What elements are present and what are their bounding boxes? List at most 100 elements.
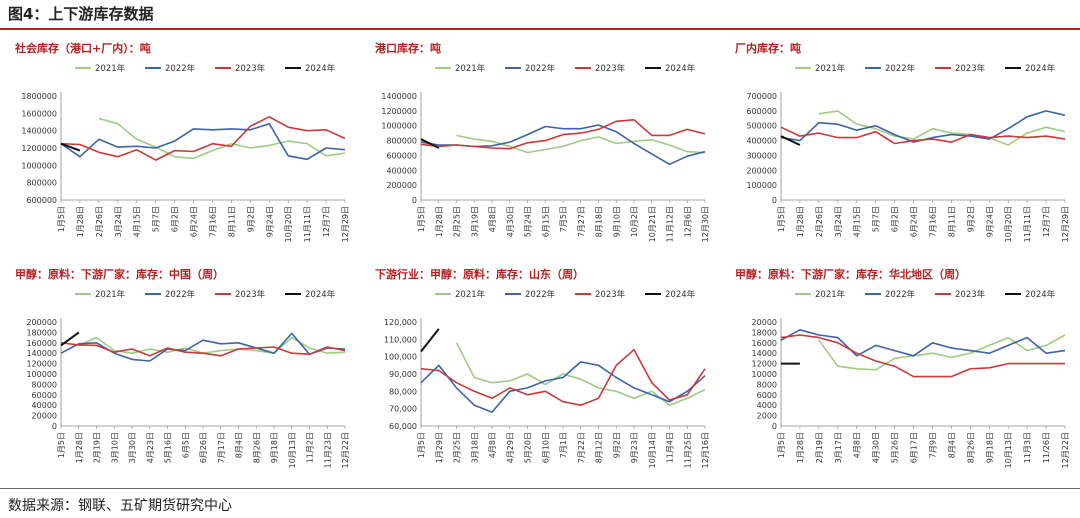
- x-tick-label: 10月2日: [630, 206, 639, 237]
- y-tick-label: 600000: [386, 151, 417, 160]
- y-tick-label: 180000: [26, 328, 57, 337]
- x-tick-label: 11/26日: [1042, 432, 1051, 463]
- y-tick-label: 8000: [757, 380, 777, 389]
- chart-title: 下游行业：甲醇：原料：库存：山东（周）: [375, 268, 584, 281]
- chart-legend: 2021年 2022年 2023年 2024年: [795, 289, 1056, 300]
- x-tick-label: 1月28日: [76, 206, 85, 237]
- series-line: [818, 334, 1066, 371]
- y-tick-label: 0: [52, 422, 57, 431]
- x-tick-label: 1月28日: [796, 206, 805, 237]
- x-tick-label: 2月26日: [815, 206, 824, 237]
- y-tick-label: 110,000: [384, 335, 417, 344]
- y-tick-label: 60000: [32, 391, 57, 400]
- series-line: [780, 334, 1065, 378]
- series-line: [818, 110, 1066, 146]
- x-tick-label: 12月29日: [1061, 206, 1070, 242]
- y-tick-label: 1200000: [21, 144, 57, 153]
- x-tick-label: 12月29日: [341, 206, 350, 242]
- legend-label: 2023年: [595, 63, 626, 74]
- x-tick-label: 9月18日: [985, 432, 994, 463]
- x-tick-label: 1月5日: [417, 206, 426, 232]
- x-tick-label: 11月11日: [1023, 206, 1032, 242]
- y-tick-label: 120000: [26, 360, 57, 369]
- x-tick-label: 4月8日: [488, 432, 497, 458]
- x-tick-label: 12月16日: [701, 432, 710, 468]
- x-tick-label: 8月11日: [227, 206, 236, 237]
- x-tick-label: 1月28日: [75, 432, 84, 463]
- chart-legend: 2021年 2022年 2023年 2024年: [435, 289, 696, 300]
- y-tick-label: 1600000: [21, 109, 57, 118]
- x-tick-label: 1月5日: [777, 432, 786, 458]
- y-tick-label: 600000: [26, 196, 57, 205]
- legend-label: 2021年: [95, 289, 126, 300]
- x-tick-label: 1月5日: [57, 206, 66, 232]
- y-tick-label: 100000: [746, 181, 777, 190]
- legend-label: 2023年: [955, 63, 986, 74]
- series-line: [420, 124, 706, 166]
- y-tick-label: 160000: [26, 339, 57, 348]
- legend-label: 2023年: [595, 289, 626, 300]
- legend-label: 2022年: [885, 63, 916, 74]
- series-line: [60, 331, 80, 347]
- legend-label: 2022年: [885, 289, 916, 300]
- y-tick-label: 14000: [752, 349, 777, 358]
- x-tick-label: 3月24日: [114, 206, 123, 237]
- figure-header: 图4：上下游库存数据: [0, 0, 1080, 30]
- chart-legend: 2021年 2022年 2023年 2024年: [795, 63, 1056, 74]
- series-line: [60, 332, 346, 362]
- figure-footer: 数据来源：钢联、五矿期货研究中心: [0, 488, 1080, 518]
- x-tick-label: 4月8日: [853, 432, 862, 458]
- x-tick-label: 11月23日: [323, 432, 332, 468]
- y-tick-label: 1800000: [21, 92, 57, 101]
- x-tick-label: 9月23日: [630, 432, 639, 463]
- series-line: [780, 135, 801, 146]
- x-tick-label: 10月13日: [288, 432, 297, 468]
- chart-svg: 2021年 2022年 2023年 2024年 60,000 70,000 80,000 90…: [384, 289, 710, 468]
- y-tick-label: 60,000: [389, 422, 417, 431]
- x-tick-label: 8月11日: [947, 206, 956, 237]
- chart-panel-plant-inventory: 厂内库存：吨 2021年 2022年 2023年 2024年 0 100000 200000…: [725, 32, 1075, 257]
- y-tick-label: 0: [772, 196, 777, 205]
- chart-legend: 2021年 2022年 2023年 2024年: [75, 289, 336, 300]
- series-line: [456, 134, 706, 154]
- x-tick-label: 5月26日: [891, 432, 900, 463]
- x-tick-label: 2月25日: [453, 432, 462, 463]
- x-tick-label: 7月17日: [217, 432, 226, 463]
- x-tick-label: 9月10日: [612, 206, 621, 237]
- x-tick-label: 6月2日: [891, 206, 900, 232]
- x-tick-label: 8月18日: [595, 206, 604, 237]
- x-tick-label: 11月25日: [683, 432, 692, 468]
- y-tick-label: 100,000: [384, 353, 417, 362]
- y-tick-label: 200000: [386, 181, 417, 190]
- legend-label: 2022年: [525, 63, 556, 74]
- legend-label: 2023年: [235, 289, 266, 300]
- x-tick-label: 9月2日: [966, 206, 975, 232]
- series-line: [60, 116, 346, 161]
- x-tick-label: 6月10日: [541, 432, 550, 463]
- legend-label: 2022年: [165, 63, 196, 74]
- chart-legend: 2021年 2022年 2023年 2024年: [75, 63, 336, 74]
- x-tick-label: 12月7日: [1042, 206, 1051, 237]
- x-tick-label: 11月4日: [666, 432, 675, 463]
- x-tick-label: 5月16日: [164, 432, 173, 463]
- series-line: [420, 119, 706, 150]
- legend-label: 2021年: [815, 289, 846, 300]
- x-tick-label: 7月16日: [208, 206, 217, 237]
- legend-label: 2024年: [305, 63, 336, 74]
- y-tick-label: 800000: [386, 137, 417, 146]
- series-line: [60, 122, 346, 161]
- x-tick-label: 1月28日: [435, 206, 444, 237]
- legend-label: 2024年: [665, 289, 696, 300]
- x-tick-label: 9月18日: [270, 432, 279, 463]
- x-tick-label: 10月20日: [284, 206, 293, 242]
- x-tick-label: 12月6日: [683, 206, 692, 237]
- y-tick-label: 0: [412, 196, 417, 205]
- x-tick-label: 4月23日: [146, 432, 155, 463]
- y-tick-label: 2000: [757, 412, 777, 421]
- x-tick-label: 4月30日: [872, 432, 881, 463]
- x-tick-label: 12月30日: [701, 206, 710, 242]
- x-tick-label: 5月20日: [524, 432, 533, 463]
- x-tick-label: 7月27日: [577, 206, 586, 237]
- legend-label: 2022年: [165, 289, 196, 300]
- chart-svg: 2021年 2022年 2023年 2024年 600000 800000 1000000 1…: [21, 63, 350, 242]
